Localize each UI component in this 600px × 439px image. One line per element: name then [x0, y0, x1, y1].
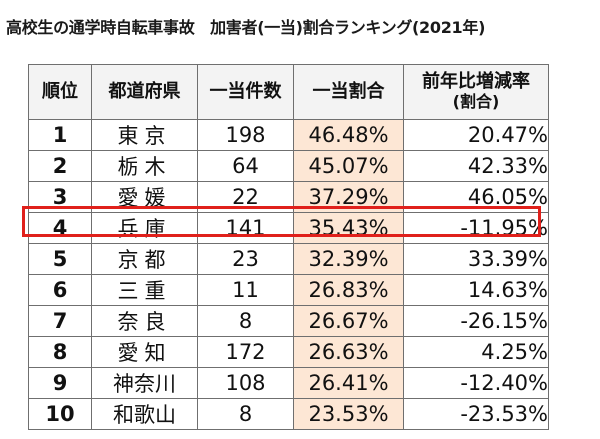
header-yoy-line2: (割合) — [452, 92, 500, 112]
header-share: 一当割合 — [293, 64, 404, 120]
rank-cell: 2 — [28, 150, 92, 182]
table-row: 9 神奈川 108 26.41% -12.40% — [28, 367, 549, 399]
table-row: 2 栃木 64 45.07% 42.33% — [28, 150, 549, 182]
count-cell: 11 — [197, 274, 294, 306]
table-row: 7 奈良 8 26.67% -26.15% — [28, 305, 549, 337]
share-cell: 46.48% — [293, 119, 404, 151]
prefecture-cell: 東京 — [91, 119, 198, 151]
count-cell: 23 — [197, 243, 294, 275]
prefecture-cell: 兵庫 — [91, 212, 198, 244]
header-prefecture: 都道府県 — [91, 64, 198, 120]
yoy-cell: 4.25% — [403, 336, 549, 368]
prefecture-cell: 和歌山 — [91, 398, 198, 430]
count-cell: 141 — [197, 212, 294, 244]
rank-cell: 5 — [28, 243, 92, 275]
prefecture-cell: 三重 — [91, 274, 198, 306]
yoy-cell: -12.40% — [403, 367, 549, 399]
table-row: 1 東京 198 46.48% 20.47% — [28, 119, 549, 151]
prefecture-cell: 神奈川 — [91, 367, 198, 399]
share-cell: 45.07% — [293, 150, 404, 182]
count-cell: 64 — [197, 150, 294, 182]
header-rank: 順位 — [28, 64, 92, 120]
share-cell: 26.67% — [293, 305, 404, 337]
header-count: 一当件数 — [197, 64, 294, 120]
prefecture-cell: 愛知 — [91, 336, 198, 368]
yoy-cell: 42.33% — [403, 150, 549, 182]
table-row: 6 三重 11 26.83% 14.63% — [28, 274, 549, 306]
table-row: 3 愛媛 22 37.29% 46.05% — [28, 181, 549, 213]
page-title: 高校生の通学時自転車事故 加害者(一当)割合ランキング(2021年) — [6, 18, 486, 37]
table-row: 10 和歌山 8 23.53% -23.53% — [28, 398, 549, 430]
header-yoy-line1: 前年比増減率 — [422, 71, 530, 93]
share-cell: 26.41% — [293, 367, 404, 399]
rank-cell: 3 — [28, 181, 92, 213]
header-yoy: 前年比増減率 (割合) — [403, 64, 549, 120]
rank-cell: 1 — [28, 119, 92, 151]
ranking-table: 順位 都道府県 一当件数 一当割合 前年比増減率 (割合) 1 東京 198 46.4… — [28, 64, 549, 430]
yoy-cell: 33.39% — [403, 243, 549, 275]
count-cell: 8 — [197, 398, 294, 430]
share-cell: 23.53% — [293, 398, 404, 430]
prefecture-cell: 愛媛 — [91, 181, 198, 213]
prefecture-cell: 奈良 — [91, 305, 198, 337]
count-cell: 198 — [197, 119, 294, 151]
yoy-cell: -23.53% — [403, 398, 549, 430]
table-row: 4 兵庫 141 35.43% -11.95% — [28, 212, 549, 244]
yoy-cell: 20.47% — [403, 119, 549, 151]
prefecture-cell: 京都 — [91, 243, 198, 275]
yoy-cell: -26.15% — [403, 305, 549, 337]
count-cell: 108 — [197, 367, 294, 399]
share-cell: 35.43% — [293, 212, 404, 244]
rank-cell: 8 — [28, 336, 92, 368]
share-cell: 26.63% — [293, 336, 404, 368]
table-row: 5 京都 23 32.39% 33.39% — [28, 243, 549, 275]
rank-cell: 7 — [28, 305, 92, 337]
count-cell: 22 — [197, 181, 294, 213]
prefecture-cell: 栃木 — [91, 150, 198, 182]
rank-cell: 9 — [28, 367, 92, 399]
share-cell: 32.39% — [293, 243, 404, 275]
yoy-cell: 14.63% — [403, 274, 549, 306]
table-row: 8 愛知 172 26.63% 4.25% — [28, 336, 549, 368]
count-cell: 8 — [197, 305, 294, 337]
rank-cell: 6 — [28, 274, 92, 306]
header-row: 順位 都道府県 一当件数 一当割合 前年比増減率 (割合) — [28, 64, 549, 120]
share-cell: 37.29% — [293, 181, 404, 213]
yoy-cell: 46.05% — [403, 181, 549, 213]
yoy-cell: -11.95% — [403, 212, 549, 244]
rank-cell: 4 — [28, 212, 92, 244]
table-header: 順位 都道府県 一当件数 一当割合 前年比増減率 (割合) — [28, 64, 549, 120]
count-cell: 172 — [197, 336, 294, 368]
rank-cell: 10 — [28, 398, 92, 430]
share-cell: 26.83% — [293, 274, 404, 306]
table-body: 1 東京 198 46.48% 20.47% 2 栃木 64 45.07% 42.33% 3 愛媛 22… — [28, 119, 549, 430]
